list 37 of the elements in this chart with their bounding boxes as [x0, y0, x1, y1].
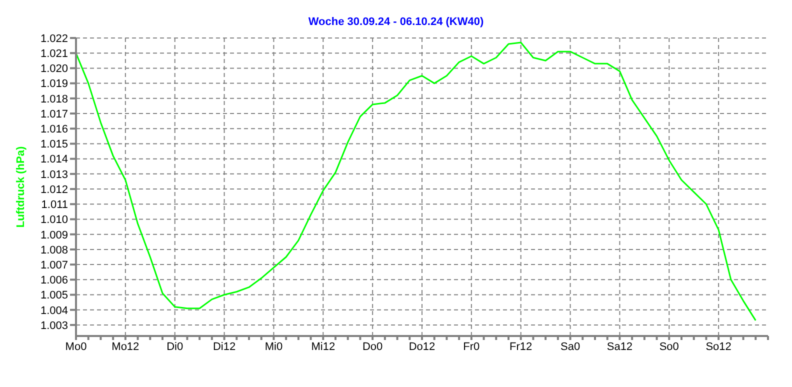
y-tick-label: 1.018	[40, 93, 68, 106]
y-tick-label: 1.010	[40, 214, 68, 226]
x-tick-label: Mo0	[65, 340, 87, 353]
y-tick-label: 1.022	[40, 32, 68, 45]
x-tick-label: Di12	[212, 340, 236, 353]
x-tick-label: Fr12	[510, 340, 532, 353]
y-tick-label: 1.019	[40, 78, 68, 90]
x-tick-label: Mi0	[264, 340, 283, 353]
x-tick-label: Do12	[408, 340, 436, 353]
y-tick-label: 1.007	[40, 259, 68, 272]
y-tick-label: 1.003	[40, 320, 68, 332]
y-tick-label: 1.014	[40, 154, 68, 166]
x-tick-label: So12	[706, 340, 732, 353]
line-series	[76, 42, 756, 322]
x-tick-label: Fr0	[463, 340, 480, 353]
x-tick-label: Mi12	[311, 340, 336, 353]
y-tick-label: 1.004	[40, 304, 68, 317]
x-tick-label: Sa12	[606, 340, 633, 353]
y-tick-label: 1.016	[40, 124, 68, 136]
x-tick-label: So0	[659, 340, 679, 353]
y-tick-label: 1.009	[40, 229, 68, 242]
x-tick-label: Do0	[362, 340, 383, 353]
y-tick-label: 1.015	[40, 138, 68, 151]
x-tick-label: Mo12	[112, 340, 140, 353]
y-tick-label: 1.012	[40, 184, 68, 196]
y-tick-label: 1.008	[40, 244, 68, 256]
y-tick-label: 1.021	[40, 48, 68, 60]
x-tick-label: Sa0	[560, 340, 580, 353]
y-tick-label: 1.011	[41, 199, 68, 212]
y-axis-title: Luftdruck (hPa)	[14, 146, 27, 228]
chart-title: Woche 30.09.24 - 06.10.24 (KW40)	[307, 16, 485, 28]
y-tick-label: 1.020	[40, 63, 68, 76]
x-tick-label: Di0	[166, 340, 184, 353]
y-tick-label: 1.005	[40, 290, 68, 302]
y-tick-label: 1.017	[40, 108, 68, 120]
y-tick-label: 1.006	[40, 274, 68, 287]
y-tick-label: 1.013	[40, 168, 68, 181]
